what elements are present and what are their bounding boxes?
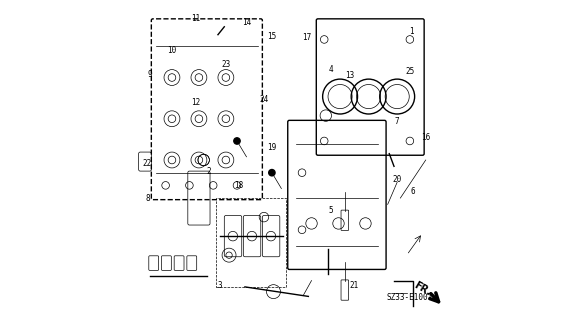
Bar <box>216 198 286 287</box>
Text: 5: 5 <box>328 206 333 215</box>
Text: 16: 16 <box>421 133 431 142</box>
Text: 21: 21 <box>350 281 359 290</box>
Text: 19: 19 <box>267 143 277 152</box>
Text: 9: 9 <box>147 70 152 79</box>
Text: 22: 22 <box>142 159 151 168</box>
Text: 12: 12 <box>191 99 201 108</box>
Text: 8: 8 <box>146 194 150 203</box>
Text: 4: 4 <box>328 65 333 74</box>
Text: 3: 3 <box>217 281 222 290</box>
Text: 17: 17 <box>302 33 311 42</box>
Circle shape <box>269 170 275 176</box>
Text: 7: 7 <box>395 117 400 126</box>
Text: 10: 10 <box>167 46 176 55</box>
Text: 2: 2 <box>206 167 211 176</box>
Text: 13: 13 <box>345 71 355 80</box>
Text: 18: 18 <box>234 181 243 190</box>
Text: 23: 23 <box>221 60 230 69</box>
Text: 15: 15 <box>267 32 277 41</box>
Text: 11: 11 <box>191 14 201 23</box>
Text: FR.: FR. <box>412 280 433 297</box>
Text: SZ33-E1001: SZ33-E1001 <box>387 293 433 302</box>
Circle shape <box>234 138 240 144</box>
Text: 6: 6 <box>411 187 415 196</box>
Text: 1: 1 <box>409 27 414 36</box>
Text: 24: 24 <box>259 95 269 104</box>
Text: 25: 25 <box>405 67 415 76</box>
Text: 14: 14 <box>242 18 251 27</box>
Text: 20: 20 <box>393 174 402 184</box>
